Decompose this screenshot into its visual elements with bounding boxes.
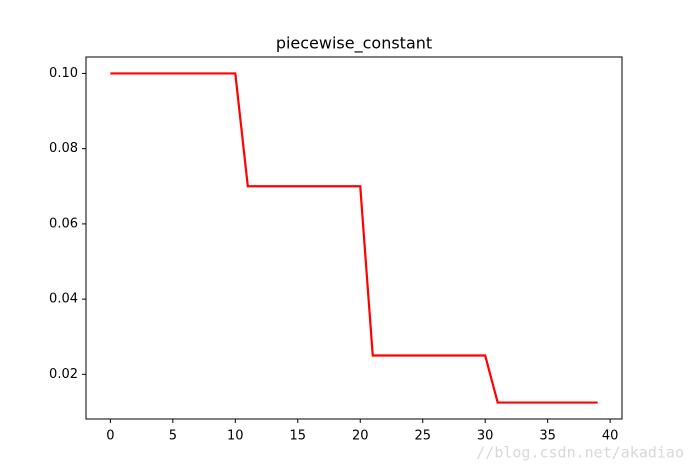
x-tick-label: 10 bbox=[227, 429, 244, 444]
x-tick-label: 40 bbox=[602, 429, 619, 444]
x-tick-label: 30 bbox=[477, 429, 494, 444]
chart-title: piecewise_constant bbox=[276, 34, 432, 54]
x-tick-label: 25 bbox=[414, 429, 431, 444]
x-tick-label: 20 bbox=[352, 429, 369, 444]
y-tick-label: 0.02 bbox=[49, 367, 78, 382]
watermark: //blog.csdn.net/akadiao bbox=[476, 444, 684, 462]
y-tick-label: 0.06 bbox=[49, 216, 78, 231]
x-tick-label: 35 bbox=[539, 429, 556, 444]
x-tick-label: 0 bbox=[106, 429, 114, 444]
line bbox=[110, 72, 598, 404]
plot-frame bbox=[85, 56, 623, 420]
x-tick-label: 5 bbox=[169, 429, 177, 444]
y-tick-label: 0.08 bbox=[49, 141, 78, 156]
y-tick-label: 0.04 bbox=[49, 292, 78, 307]
x-tick-label: 15 bbox=[290, 429, 307, 444]
y-tick-label: 0.10 bbox=[49, 66, 78, 81]
